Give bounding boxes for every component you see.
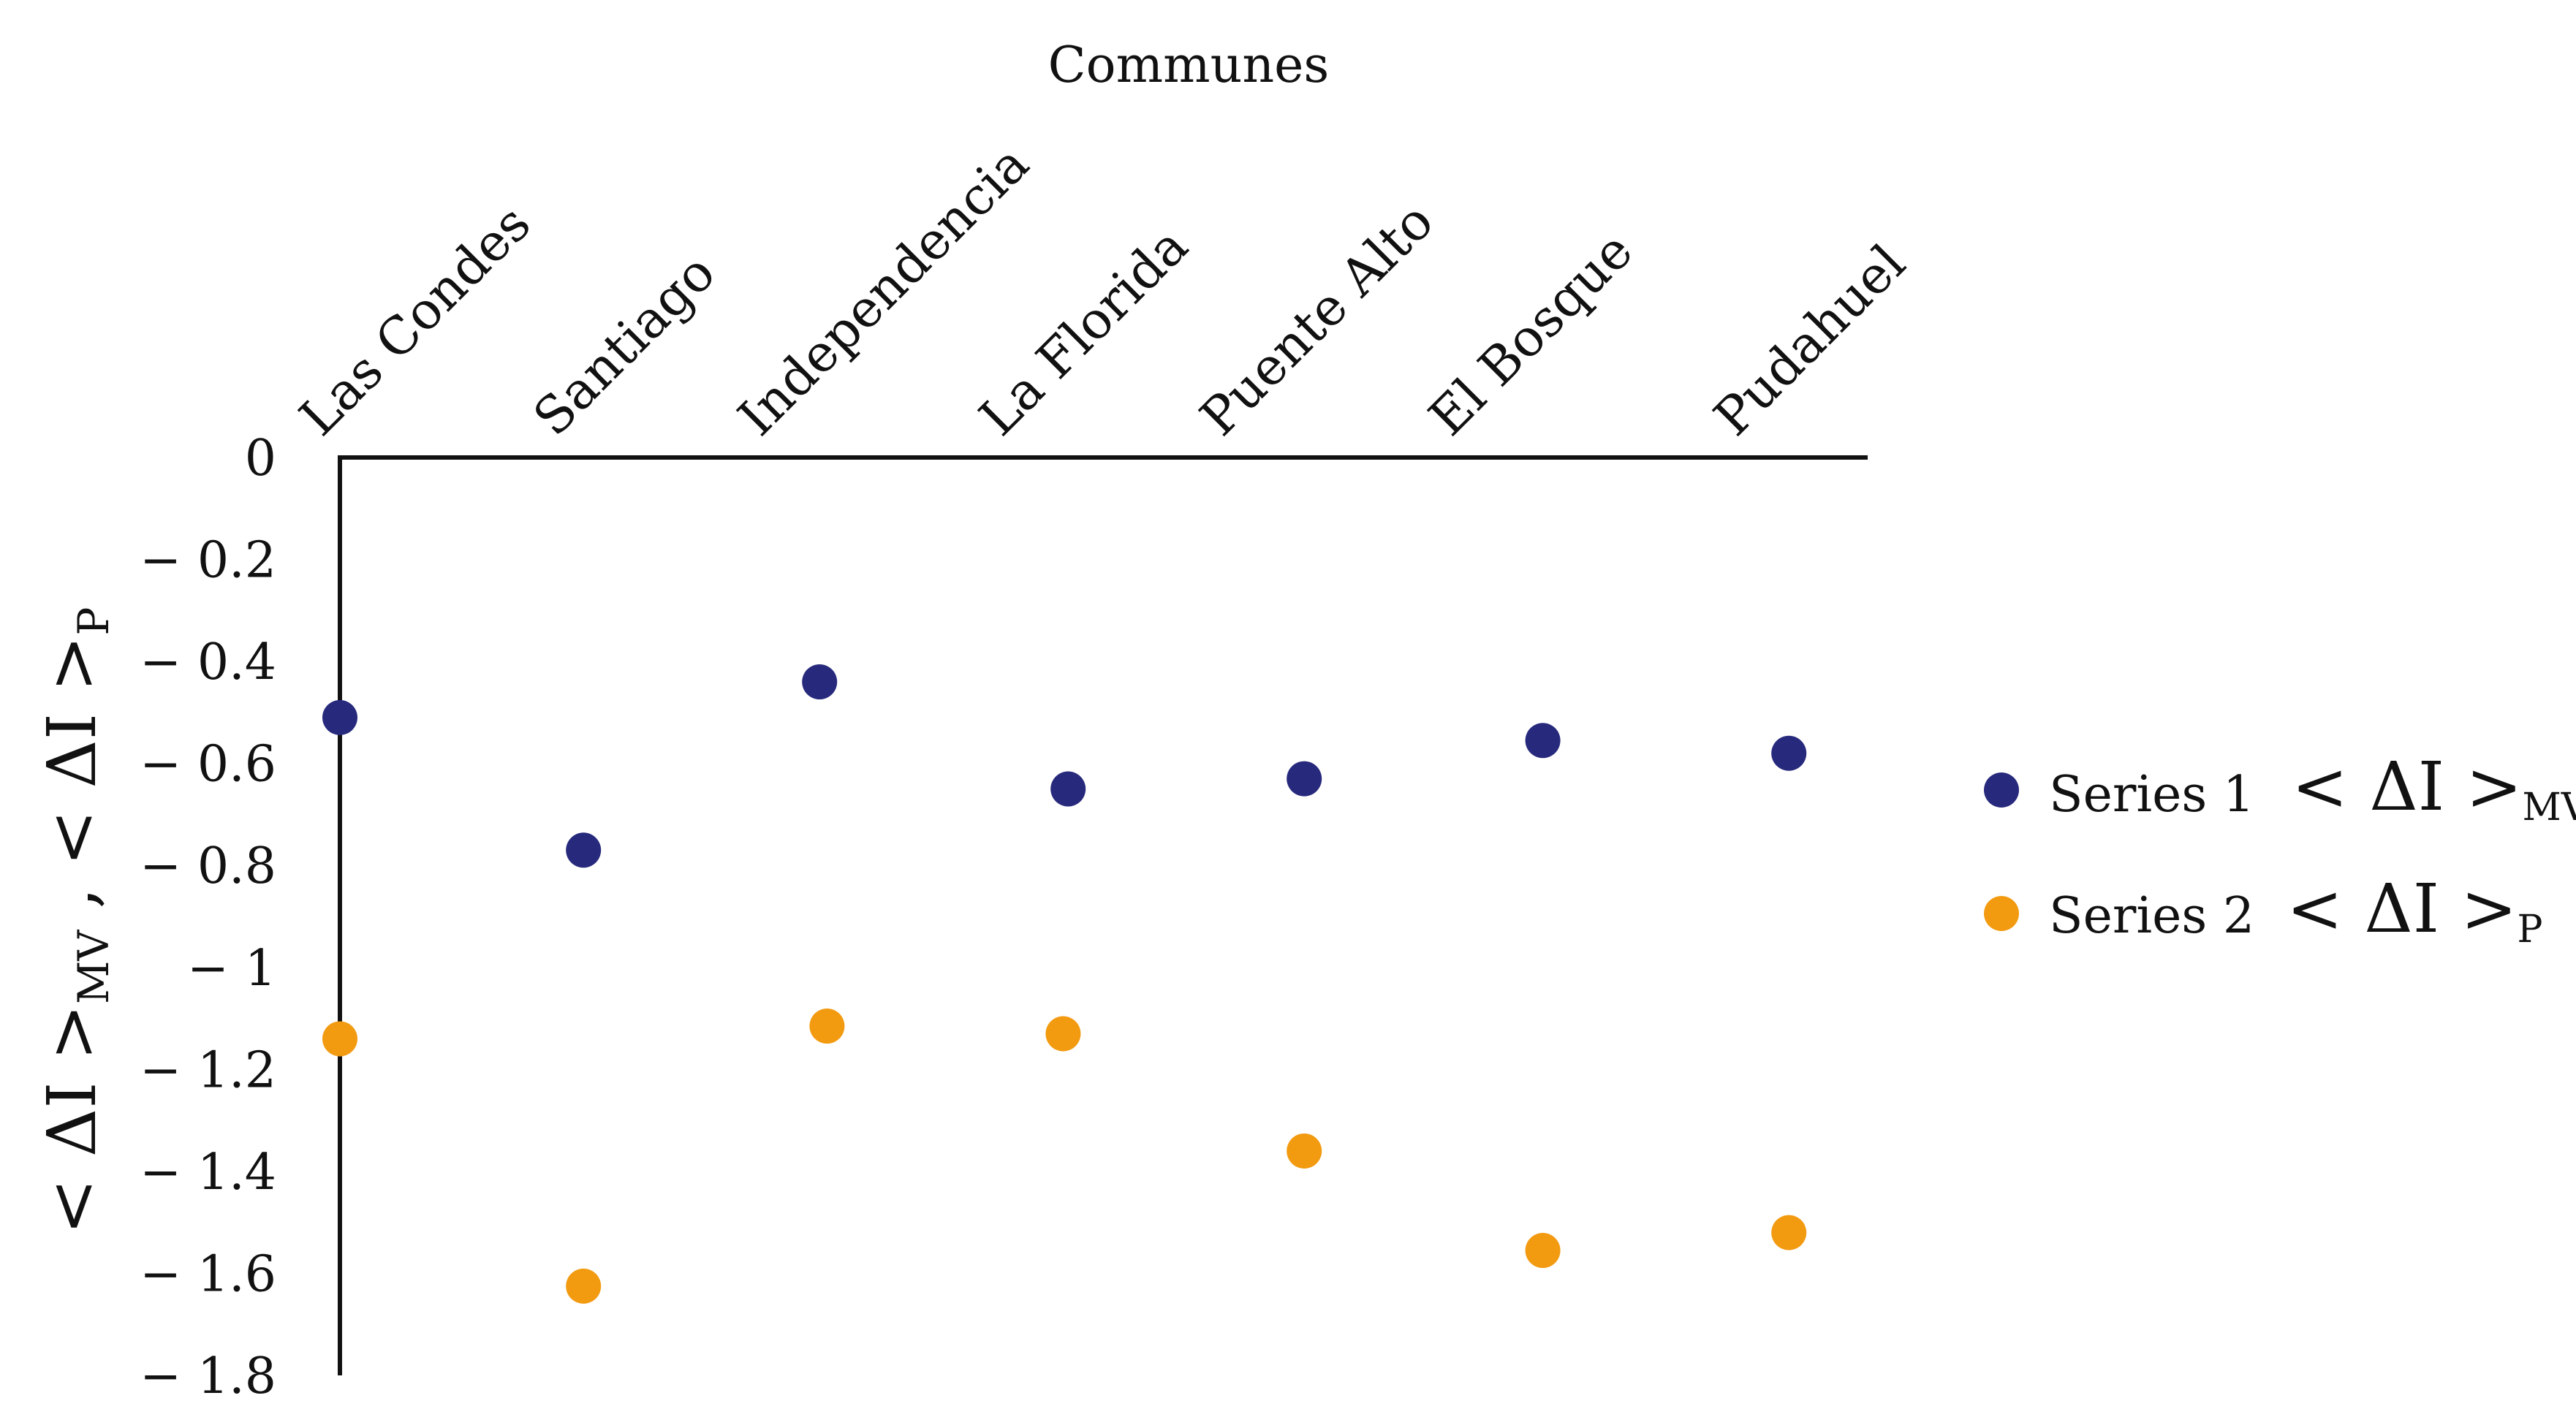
- series-1-point: [322, 699, 357, 735]
- y-tick-label: − 1.2: [140, 1041, 276, 1099]
- y-tick-label: − 0.4: [140, 634, 276, 691]
- category-label: Pudahuel: [1702, 233, 1917, 447]
- category-label: La Florida: [968, 216, 1200, 447]
- y-tick-labels: 0 − 0.2 − 0.4 − 0.6 − 0.8 − 1 − 1.2 − 1.4 − 1.6 −…: [140, 430, 276, 1405]
- legend-marker-series-2: [1984, 896, 2019, 931]
- category-label: Las Condes: [288, 194, 542, 447]
- series-2-point: [1771, 1215, 1807, 1250]
- x-axis-title: Communes: [1048, 37, 1330, 94]
- series-1-point: [1771, 735, 1807, 771]
- legend-sub-series-1: MV: [2522, 786, 2576, 829]
- legend-symbol-series-1: < ΔI >: [2292, 748, 2522, 826]
- y-axis-title-part-2: < ΔI >: [33, 636, 111, 866]
- legend-symbol-series-2: < ΔI >: [2287, 870, 2517, 948]
- legend-sub-series-2: P: [2517, 908, 2542, 952]
- legend: Series 1 < ΔI >MV Series 2 < ΔI >P: [1984, 748, 2576, 952]
- series-1-point: [566, 832, 602, 868]
- series-2-point: [1525, 1233, 1561, 1269]
- y-tick-label: − 0.2: [140, 532, 276, 590]
- svg-text:< ΔI >MV , < ΔI >P: < ΔI >MV , < ΔI >P: [33, 607, 118, 1235]
- series-2-point: [566, 1268, 602, 1304]
- y-axis-title-sub-2: P: [69, 607, 118, 636]
- y-tick-label: − 0.6: [140, 736, 276, 794]
- legend-marker-series-1: [1984, 772, 2019, 808]
- y-tick-label: 0: [245, 430, 276, 487]
- category-label: Santiago: [522, 243, 727, 447]
- category-label: Puente Alto: [1189, 191, 1445, 447]
- y-tick-label: − 1.6: [140, 1245, 276, 1303]
- y-axis-title-part-1: < ΔI >: [33, 1004, 111, 1234]
- svg-text:< ΔI >P: < ΔI >P: [2287, 870, 2542, 952]
- series-2-point: [322, 1021, 357, 1057]
- category-label: El Bosque: [1417, 221, 1644, 447]
- y-tick-label: − 1: [187, 940, 276, 998]
- series-2-point: [1045, 1016, 1081, 1052]
- y-tick-label: − 1.4: [140, 1144, 276, 1201]
- series-2-point: [809, 1009, 845, 1044]
- y-axis-title-separator: ,: [33, 866, 111, 930]
- series-1-points: [322, 664, 1807, 868]
- y-axis-title-sub-1: MV: [69, 930, 118, 1004]
- series-2-point: [1287, 1133, 1322, 1169]
- y-tick-label: − 1.8: [140, 1348, 276, 1405]
- series-1-point: [1525, 723, 1561, 759]
- series-2-points: [322, 1009, 1807, 1304]
- legend-item-series-1: Series 1 < ΔI >MV: [1984, 748, 2576, 829]
- svg-text:< ΔI >MV: < ΔI >MV: [2292, 748, 2576, 829]
- series-1-point: [802, 664, 838, 700]
- series-1-point: [1050, 771, 1086, 807]
- legend-label-series-2: Series 2: [2049, 887, 2254, 945]
- legend-item-series-2: Series 2 < ΔI >P: [1984, 870, 2542, 952]
- y-axis-title: < ΔI >MV , < ΔI >P: [33, 607, 118, 1235]
- legend-label-series-1: Series 1: [2049, 766, 2254, 824]
- series-1-point: [1287, 761, 1322, 797]
- y-tick-label: − 0.8: [140, 838, 276, 895]
